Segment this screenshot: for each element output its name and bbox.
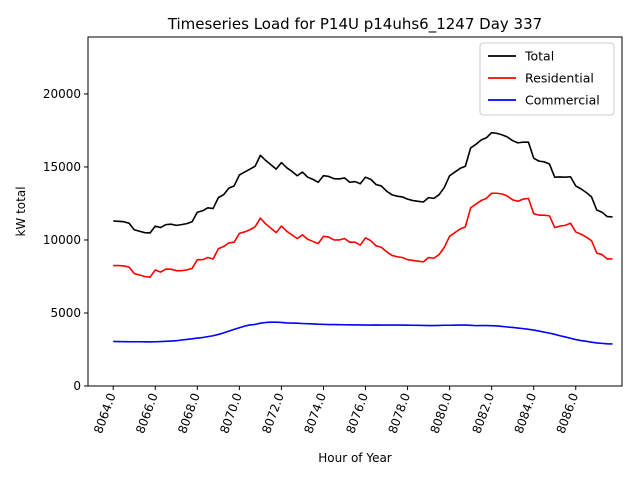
x-axis-label: Hour of Year xyxy=(318,451,392,465)
x-tick-label: 8078.0 xyxy=(385,391,413,435)
legend-label-total: Total xyxy=(524,49,554,64)
x-tick-label: 8072.0 xyxy=(259,391,287,435)
chart-title: Timeseries Load for P14U p14uhs6_1247 Da… xyxy=(167,15,542,34)
y-axis-label: kW total xyxy=(14,186,28,236)
y-tick-label: 5000 xyxy=(50,306,81,320)
x-tick-label: 8070.0 xyxy=(217,391,245,435)
series-line-commercial xyxy=(113,321,613,345)
legend: Total Residential Commercial xyxy=(479,42,615,116)
series-line-residential xyxy=(113,192,613,279)
x-tick-label: 8084.0 xyxy=(512,391,540,435)
x-tick-label: 8080.0 xyxy=(428,391,456,435)
x-tick-label: 8086.0 xyxy=(554,391,582,435)
x-tick-label: 8074.0 xyxy=(301,391,329,435)
plot-frame xyxy=(87,36,623,387)
x-tick-label: 8068.0 xyxy=(175,391,203,435)
y-tick-label: 10000 xyxy=(43,233,81,247)
x-tick-label: 8076.0 xyxy=(343,391,371,435)
x-tick-label: 8064.0 xyxy=(91,391,119,435)
legend-box xyxy=(479,42,615,116)
x-tick-label: 8082.0 xyxy=(470,391,498,435)
legend-label-commercial: Commercial xyxy=(525,93,600,108)
series-line-total xyxy=(113,131,613,234)
y-tick-label: 20000 xyxy=(43,87,81,101)
y-tick-label: 0 xyxy=(73,379,81,393)
x-tick-label: 8066.0 xyxy=(133,391,161,435)
legend-label-residential: Residential xyxy=(525,71,594,86)
y-tick-label: 15000 xyxy=(43,160,81,174)
